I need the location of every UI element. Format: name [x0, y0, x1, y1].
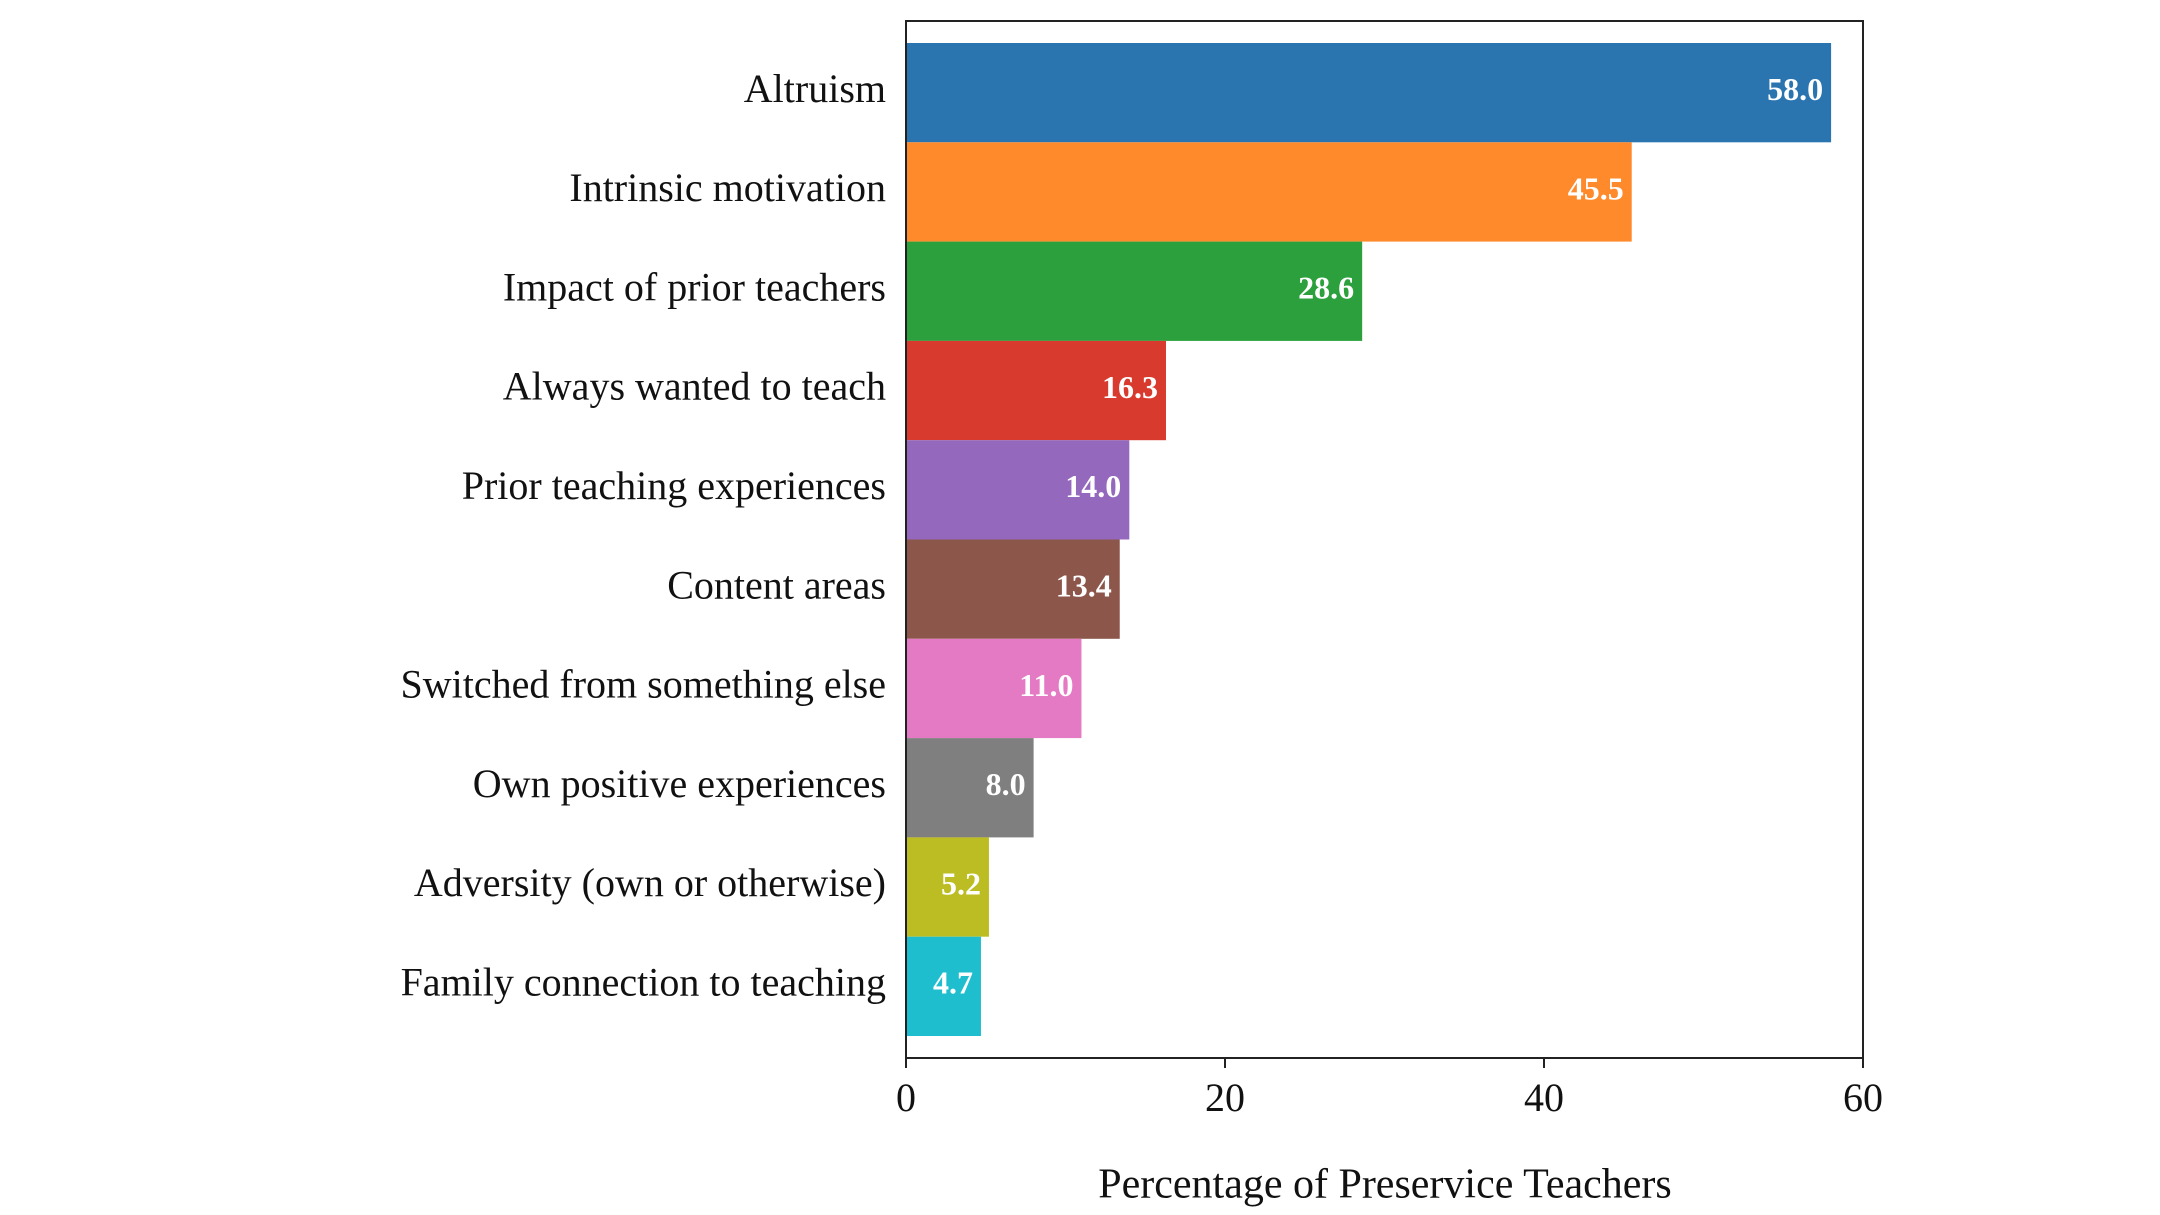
category-label: Own positive experiences — [473, 761, 886, 806]
value-label: 14.0 — [1065, 468, 1121, 504]
category-label: Altruism — [744, 66, 886, 111]
value-label: 13.4 — [1056, 567, 1112, 603]
bar — [906, 142, 1632, 242]
category-label: Adversity (own or otherwise) — [414, 860, 886, 905]
bar — [906, 43, 1832, 143]
category-label: Prior teaching experiences — [462, 463, 886, 508]
x-tick-label: 20 — [1205, 1075, 1245, 1120]
value-label: 11.0 — [1019, 667, 1073, 703]
value-label: 28.6 — [1298, 270, 1354, 306]
bar — [906, 340, 1166, 441]
bar — [906, 440, 1130, 540]
x-tick-label: 60 — [1843, 1075, 1883, 1120]
x-tick-label: 40 — [1524, 1075, 1564, 1120]
bar — [906, 738, 1034, 838]
value-label: 4.7 — [933, 965, 973, 1001]
category-label: Intrinsic motivation — [569, 165, 886, 210]
category-label: Family connection to teaching — [401, 960, 886, 1005]
bar — [906, 837, 989, 937]
value-label: 58.0 — [1767, 71, 1823, 107]
category-label: Impact of prior teachers — [503, 264, 886, 309]
bar — [906, 936, 981, 1036]
bar — [906, 638, 1082, 739]
value-label: 5.2 — [941, 865, 981, 901]
value-label: 16.3 — [1102, 369, 1158, 405]
bar — [906, 539, 1120, 639]
category-label: Content areas — [667, 562, 886, 607]
category-label: Always wanted to teach — [503, 364, 886, 409]
bar — [906, 241, 1363, 341]
value-label: 8.0 — [986, 766, 1026, 802]
x-tick-label: 0 — [896, 1075, 916, 1120]
x-axis-label: Percentage of Preservice Teachers — [1098, 1162, 1671, 1208]
axes-frame — [905, 20, 1864, 1059]
category-label: Switched from something else — [401, 662, 886, 707]
value-label: 45.5 — [1568, 170, 1624, 206]
